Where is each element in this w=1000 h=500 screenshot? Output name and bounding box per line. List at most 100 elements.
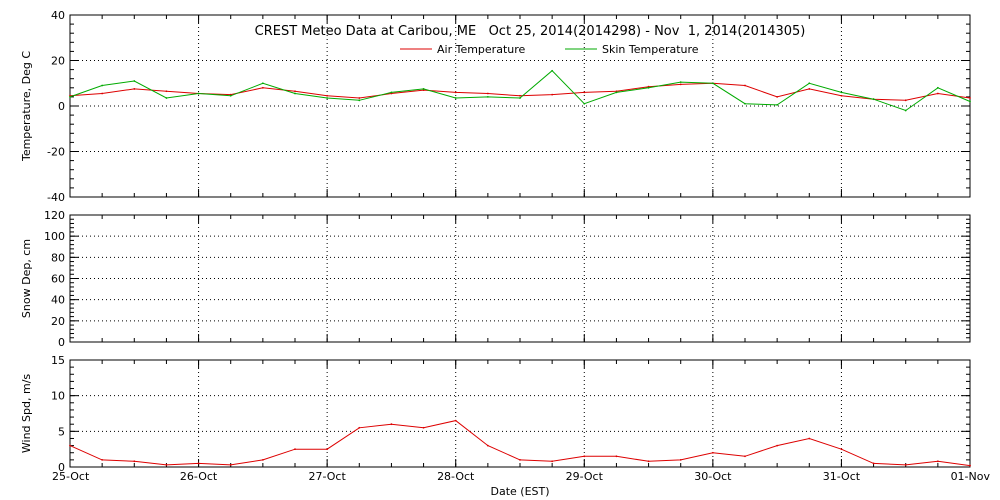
temperature-ytick-label: 40 (51, 9, 65, 22)
wind-speed-ytick-label: 5 (58, 425, 65, 438)
temperature-series-0-point (808, 88, 811, 90)
temperature-series-1-point (615, 91, 618, 94)
temperature-panel: -40 -20 0 20 40 Temperature, Deg C (20, 9, 971, 204)
wind-speed-series-0-point (904, 463, 907, 466)
temperature-series-1-point (744, 102, 746, 105)
temperature-series-1-point (711, 82, 714, 85)
wind-speed-series-0-point (711, 451, 714, 454)
snow-depth-ytick-label: 60 (51, 273, 65, 286)
snow-depth-panel: 0 20 40 60 80 100 120 Snow Dep, cm (20, 209, 971, 349)
temperature-series-1-point (358, 99, 361, 102)
snow-depth-ytick-label: 0 (58, 336, 65, 349)
legend-label-0: Air Temperature (437, 43, 526, 56)
temperature-series-1-point (969, 100, 971, 103)
wind-speed-ytick-label: 0 (58, 461, 65, 474)
temperature-series-1-point (422, 88, 425, 90)
temperature-ytick-label: 20 (51, 55, 65, 68)
temperature-series-1-point (551, 69, 554, 72)
wind-speed-series-0-point (390, 423, 393, 426)
temperature-series-0-point (358, 97, 361, 99)
wind-speed-series-0-point (261, 458, 264, 461)
temperature-series-1-point (390, 91, 393, 94)
x-tick-label: 27-Oct (308, 470, 346, 483)
x-tick-label: 31-Oct (823, 470, 861, 483)
wind-speed-series-0-point (969, 464, 971, 467)
wind-speed-panel: 0 5 10 15 Wind Spd, m/s (20, 354, 971, 474)
temperature-series-0-point (165, 90, 168, 93)
wind-speed-series-0-point (840, 448, 843, 451)
snow-depth-y-axis-label: Snow Dep, cm (20, 239, 33, 318)
snow-depth-ytick-label: 20 (51, 315, 65, 328)
x-tick-label: 26-Oct (180, 470, 218, 483)
wind-speed-series-0-point (358, 426, 361, 429)
temperature-series-1-point (872, 98, 875, 101)
x-tick-label: 28-Oct (437, 470, 475, 483)
wind-speed-series-0-point (133, 460, 136, 463)
wind-speed-series-0-point (422, 426, 425, 429)
temperature-series-0-point (551, 93, 554, 96)
temperature-series-0-point (454, 91, 457, 94)
temperature-series-0-point (261, 86, 264, 89)
temperature-series-0-point (776, 96, 779, 98)
temperature-series-0-point (583, 91, 586, 94)
x-tick-label: 30-Oct (694, 470, 732, 483)
wind-speed-series-0-point (69, 444, 71, 447)
temperature-series-1-point (197, 92, 200, 95)
temperature-series-1-point (294, 92, 296, 95)
temperature-ytick-label: -20 (47, 146, 65, 159)
temperature-series-0-point (904, 99, 907, 102)
wind-speed-ytick-label: 15 (51, 354, 65, 367)
wind-speed-series-0-point (519, 458, 521, 461)
temperature-series-1-point (486, 96, 489, 98)
wind-speed-series-0-line (69, 420, 971, 467)
temperature-series-0-point (840, 94, 843, 97)
wind-speed-y-axis-label: Wind Spd, m/s (20, 374, 33, 454)
wind-speed-series-0-point (744, 455, 746, 458)
temperature-series-1-point (101, 84, 104, 87)
temperature-series-0-point (101, 92, 104, 95)
temperature-series-0-point (936, 92, 939, 95)
temperature-series-1-point (133, 80, 136, 82)
temperature-series-1-line (69, 70, 971, 112)
temperature-series-1-point (776, 103, 779, 106)
legend-label-1: Skin Temperature (602, 43, 699, 56)
wind-speed-series-0-point (165, 463, 168, 466)
temperature-series-1-point (326, 97, 329, 99)
temperature-series-1-point (647, 86, 650, 89)
temperature-series-0-point (133, 88, 136, 90)
temperature-frame (69, 14, 971, 198)
snow-depth-ytick-label: 120 (44, 209, 65, 222)
temperature-series-1-point (454, 97, 457, 99)
wind-speed-series-0-point (679, 458, 682, 461)
temperature-series-1-point (165, 97, 168, 99)
wind-speed-series-0-point (551, 460, 554, 463)
snow-depth-ytick-label: 100 (44, 230, 65, 243)
wind-speed-series-0-point (776, 444, 779, 447)
wind-speed-series-0-point (808, 437, 811, 440)
temperature-y-axis-label: Temperature, Deg C (20, 51, 33, 162)
chart-title: CREST Meteo Data at Caribou, ME Oct 25, … (255, 24, 806, 39)
x-tick-label: 25-Oct (52, 470, 90, 483)
wind-speed-series-0-point (583, 455, 586, 458)
snow-depth-ytick-label: 80 (51, 251, 65, 264)
x-axis-ticks: 25-Oct 26-Oct 27-Oct 28-Oct 29-Oct 30-Oct 31-O… (52, 470, 990, 483)
temperature-series-1-point (904, 109, 907, 112)
temperature-series-0-point (679, 83, 682, 86)
wind-speed-series-0-point (229, 463, 232, 466)
snow-depth-frame (69, 214, 971, 343)
wind-speed-series-0-point (326, 448, 329, 451)
wind-speed-frame (69, 359, 971, 468)
temperature-series-1-point (936, 86, 939, 89)
x-tick-label: 29-Oct (566, 470, 604, 483)
wind-speed-series-0-point (936, 460, 939, 463)
wind-speed-series-0-point (615, 455, 618, 458)
temperature-series-0-point (969, 97, 971, 99)
temperature-series-1-point (583, 102, 586, 105)
legend: Air Temperature Skin Temperature (400, 43, 699, 56)
wind-speed-series-0-point (294, 448, 296, 451)
temperature-series-1-point (679, 81, 682, 84)
temperature-series-0-point (294, 90, 296, 93)
wind-speed-series-0-point (872, 462, 875, 465)
snow-depth-ytick-label: 40 (51, 294, 65, 307)
wind-speed-series-0-point (647, 460, 650, 463)
